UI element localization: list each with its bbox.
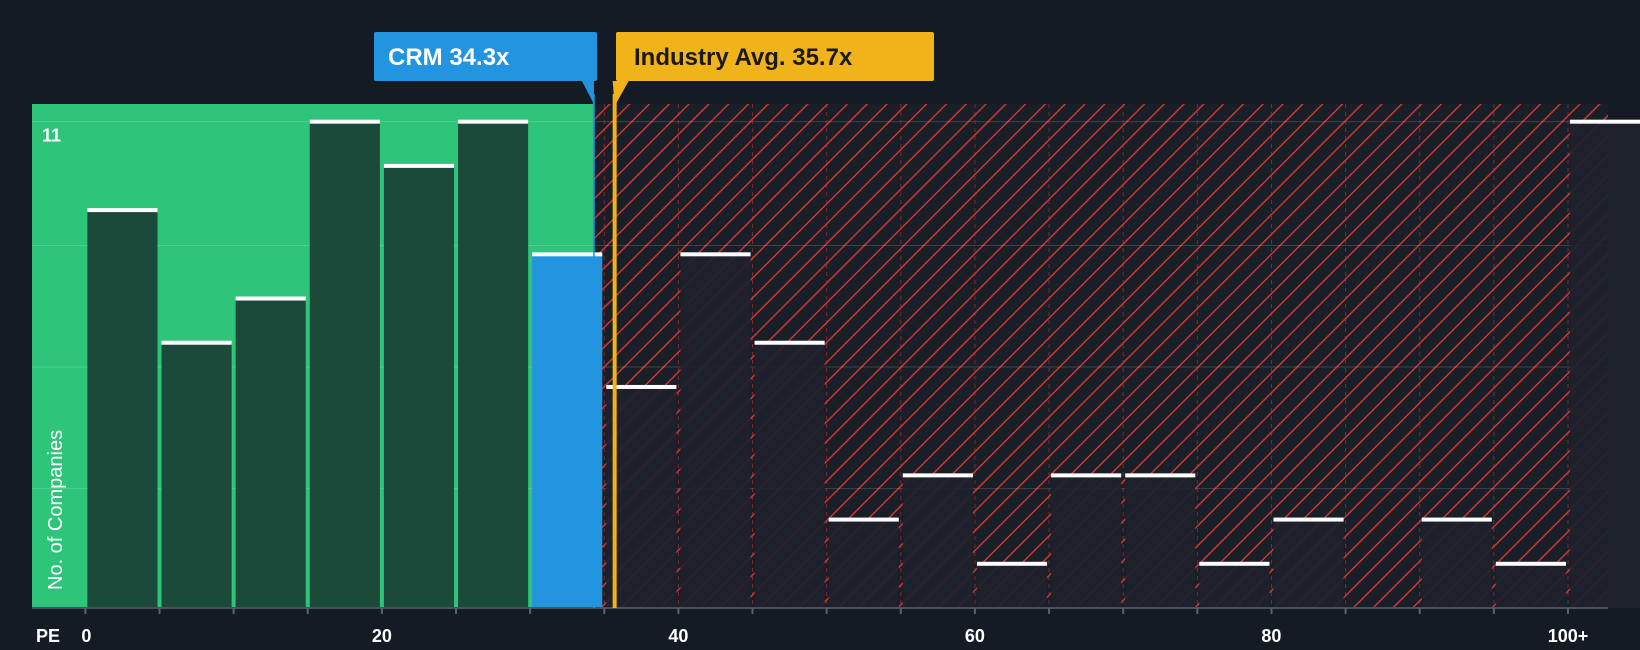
bar-cap [902,473,973,478]
company-marker: CRM 34.3x [374,32,597,608]
y-axis-label: No. of Companies [45,430,67,590]
bar-cap [383,163,455,168]
bar [680,254,751,608]
bar [458,121,529,609]
company-callout [374,32,597,81]
x-tick-label: 80 [1261,626,1281,646]
bar-cap [1495,561,1566,566]
bar [1273,519,1344,608]
bar-cap [161,340,232,345]
bar [532,254,603,608]
bar [235,298,306,608]
company-marker-line [592,94,595,608]
bar-cap [1199,561,1270,566]
x-tick-label: 100+ [1548,626,1589,646]
bar [1051,475,1122,608]
x-tick-label: 20 [372,626,392,646]
bar-cap [1125,473,1196,478]
bar-cap [235,296,306,301]
bar-cap [1051,473,1122,478]
bar [1569,121,1640,609]
company-callout-pointer [581,81,594,104]
bar [1421,519,1492,608]
bar [383,165,455,609]
bar-cap [680,252,751,257]
bar [754,342,825,608]
bar-cap [532,252,603,257]
bar-cap [754,340,825,345]
x-tick-label: 0 [81,626,91,646]
bar-cap [1421,517,1492,522]
bar-cap [828,517,899,522]
bar-cap [309,119,380,124]
bar [1495,563,1566,608]
x-axis-label: PE [36,626,60,646]
bar [828,519,899,608]
industry-callout [616,32,934,81]
company-callout-label: CRM 34.3x [388,44,510,71]
bar [87,210,158,608]
industry-marker: Industry Avg. 35.7x [612,32,934,608]
bar-cap [606,384,677,389]
bar [1125,475,1196,608]
bar-cap [1273,517,1344,522]
x-tick-label: 60 [965,626,985,646]
y-tick-label: 11 [42,126,61,146]
bar-cap [458,119,529,124]
industry-callout-pointer [612,81,629,106]
bar [606,386,677,608]
bars [87,104,1640,609]
x-ticks: 0 20 40 60 80 100+ [81,608,1588,646]
industry-callout-label: Industry Avg. 35.7x [634,44,853,71]
bar-cap [87,208,158,213]
bar-cap [1569,119,1640,124]
bar [309,121,380,609]
bar [976,563,1048,608]
bar [902,475,973,608]
bar [161,342,232,608]
bar-cap [976,561,1048,566]
x-tick-label: 40 [668,626,688,646]
industry-marker-line [612,94,617,608]
bar [1199,563,1270,608]
